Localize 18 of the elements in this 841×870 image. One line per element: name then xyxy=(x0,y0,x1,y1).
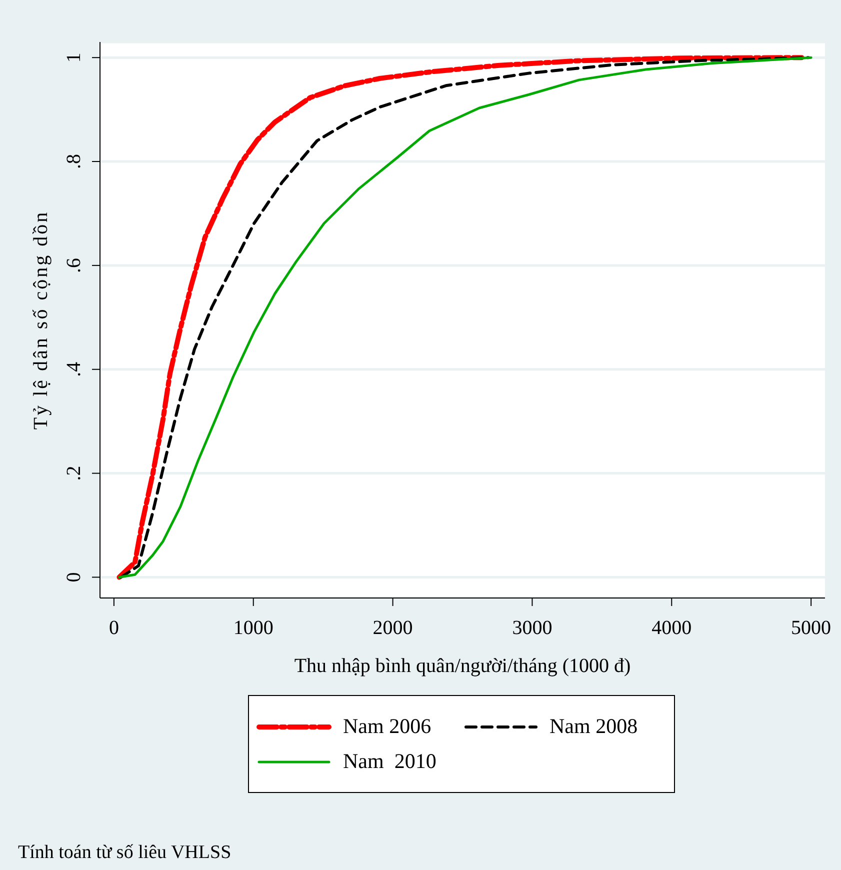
y-tick-label: .6 xyxy=(63,258,85,273)
x-tick-label: 3000 xyxy=(512,617,552,640)
y-tick-label: .2 xyxy=(63,466,85,481)
x-axis-title: Thu nhập bình quân/người/tháng (1000 đ) xyxy=(294,655,631,677)
legend-label: Nam 2008 xyxy=(550,714,638,739)
legend-label: Nam 2006 xyxy=(343,714,432,739)
text: Tính toán từ số liêu VHLSS xyxy=(18,842,232,864)
x-tick-label: 2000 xyxy=(372,617,413,640)
y-tick-label: .8 xyxy=(63,154,85,170)
x-tick-label: 0 xyxy=(108,617,119,640)
y-tick-label: 1 xyxy=(63,52,85,63)
y-tick-label: .4 xyxy=(63,362,85,377)
x-tick-label: 1000 xyxy=(233,617,274,640)
y-tick-label: 0 xyxy=(63,572,85,582)
x-tick-label: 4000 xyxy=(652,617,692,640)
y-axis-title: Tỷ lệ dân số cộng dồn xyxy=(30,210,52,430)
x-tick-label: 5000 xyxy=(791,617,832,640)
legend-label: Nam 2010 xyxy=(343,749,436,774)
